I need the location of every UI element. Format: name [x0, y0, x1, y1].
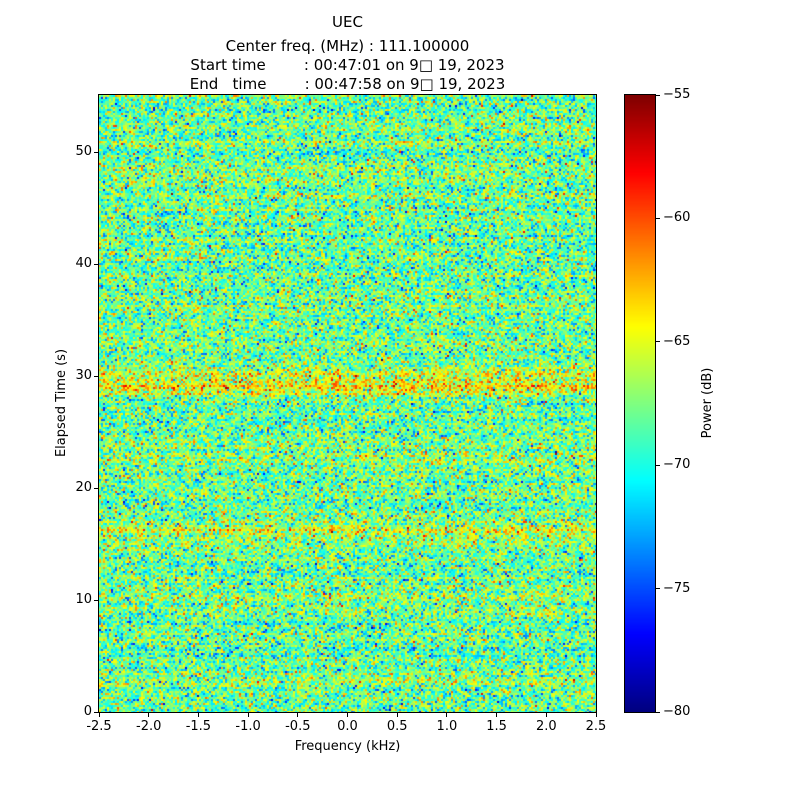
- x-tick-label: 1.0: [436, 719, 458, 734]
- x-tick-label: -2.5: [86, 719, 112, 734]
- y-tick-mark: [94, 711, 98, 713]
- y-axis-label: Elapsed Time (s): [54, 348, 69, 458]
- x-tick-label: 1.5: [486, 719, 507, 734]
- x-tick-label: -0.5: [285, 719, 311, 734]
- spectrogram-heatmap: [98, 94, 597, 713]
- y-tick-mark: [94, 375, 98, 377]
- x-tick-label: -1.5: [185, 719, 212, 734]
- y-tick-label: 30: [75, 368, 92, 384]
- colorbar-tick-label: −75: [663, 580, 691, 596]
- x-tick-label: 2.0: [535, 719, 557, 734]
- colorbar-tick-mark: [656, 217, 660, 219]
- colorbar-tick-mark: [656, 464, 660, 466]
- x-tick-label: 0.0: [337, 719, 358, 734]
- x-tick-mark: [545, 713, 547, 717]
- colorbar-gradient: [624, 94, 656, 713]
- y-tick-label: 0: [83, 704, 92, 719]
- plot-title: UEC: [332, 13, 363, 31]
- colorbar-tick-label: −70: [663, 457, 691, 473]
- y-tick-label: 20: [75, 480, 92, 496]
- x-tick-mark: [247, 713, 249, 717]
- colorbar-tick-label: −80: [663, 704, 691, 719]
- colorbar-tick-label: −60: [663, 210, 691, 226]
- x-tick-label: -2.0: [136, 719, 162, 734]
- colorbar-tick-label: −55: [663, 87, 691, 102]
- colorbar-tick-mark: [656, 588, 660, 590]
- x-tick-label: 2.5: [585, 719, 607, 734]
- colorbar-tick-mark: [656, 711, 660, 713]
- x-axis-label: Frequency (kHz): [294, 739, 401, 754]
- start-time-text: Start time : 00:47:01 on 9□ 19, 2023: [190, 56, 505, 74]
- y-tick-label: 40: [75, 256, 92, 272]
- x-tick-mark: [396, 713, 398, 717]
- y-tick-mark: [94, 599, 98, 601]
- x-tick-label: 0.5: [386, 719, 408, 734]
- x-tick-mark: [197, 713, 199, 717]
- colorbar-tick-mark: [656, 341, 660, 343]
- y-tick-mark: [94, 151, 98, 153]
- x-tick-mark: [347, 713, 348, 717]
- x-tick-mark: [297, 713, 299, 717]
- y-tick-mark: [94, 263, 98, 265]
- x-tick-label: -1.0: [235, 719, 261, 734]
- center-freq-text: Center freq. (MHz) : 111.100000: [225, 37, 470, 55]
- x-tick-mark: [98, 713, 100, 717]
- x-tick-mark: [446, 713, 448, 717]
- y-tick-label: 50: [75, 144, 92, 160]
- end-time-text: End time : 00:47:58 on 9□ 19, 2023: [189, 75, 506, 93]
- colorbar-tick-mark: [656, 94, 660, 96]
- y-tick-mark: [94, 487, 98, 489]
- x-tick-mark: [496, 713, 498, 717]
- y-tick-label: 10: [75, 592, 92, 608]
- x-tick-mark: [595, 713, 597, 717]
- colorbar-tick-label: −65: [663, 333, 691, 349]
- x-tick-mark: [148, 713, 150, 717]
